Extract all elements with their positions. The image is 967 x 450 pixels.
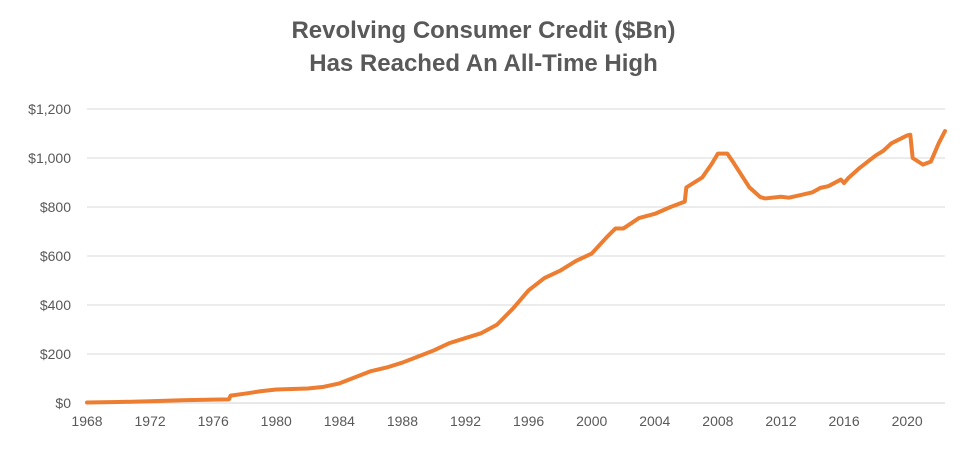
x-tick-label: 2004 [639, 413, 670, 429]
chart-title: Revolving Consumer Credit ($Bn) Has Reac… [0, 14, 967, 80]
x-tick-label: 2016 [828, 413, 859, 429]
x-tick-label: 1980 [261, 413, 292, 429]
x-tick-label: 1968 [71, 413, 102, 429]
y-axis-tick-labels: $0 $200 $400 $600 $800 $1,000 $1,200 [28, 101, 71, 411]
x-tick-label: 2012 [765, 413, 796, 429]
x-tick-label: 1996 [513, 413, 544, 429]
y-tick-label: $200 [40, 346, 71, 362]
x-tick-label: 1988 [387, 413, 418, 429]
chart-title-line-2: Has Reached An All-Time High [309, 50, 658, 77]
series-layer [85, 129, 947, 405]
x-tick-label: 1976 [198, 413, 229, 429]
y-tick-label: $0 [55, 395, 71, 411]
y-tick-label: $400 [40, 297, 71, 313]
x-tick-label: 2008 [702, 413, 733, 429]
series-line-0 [85, 129, 947, 405]
x-tick-label: 1984 [324, 413, 355, 429]
chart-title-line-1: Revolving Consumer Credit ($Bn) [291, 17, 676, 44]
y-tick-label: $600 [40, 248, 71, 264]
x-tick-label: 2000 [576, 413, 607, 429]
y-tick-label: $800 [40, 199, 71, 215]
gridlines [87, 108, 945, 355]
x-tick-label: 1992 [450, 413, 481, 429]
x-tick-label: 1972 [135, 413, 166, 429]
y-tick-label: $1,200 [28, 101, 71, 117]
x-axis-tick-labels: 1968 1972 1976 1980 1984 1988 1992 1996 2000 2004… [71, 413, 923, 429]
y-tick-label: $1,000 [28, 150, 71, 166]
x-tick-label: 2020 [892, 413, 923, 429]
